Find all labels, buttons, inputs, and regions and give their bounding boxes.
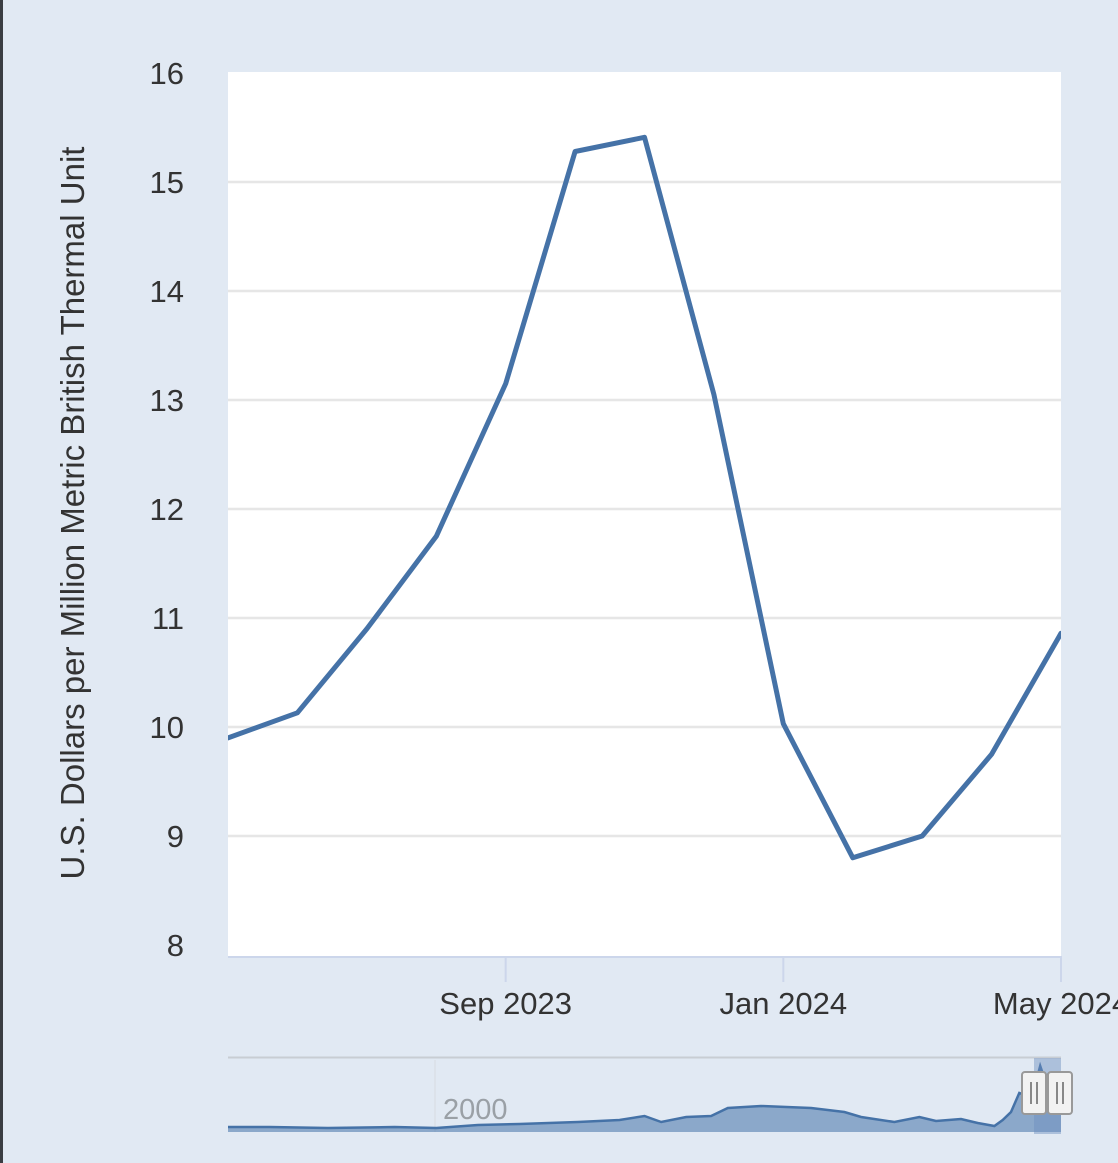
y-tick-label: 16	[150, 56, 184, 91]
y-tick-label: 12	[150, 492, 184, 527]
y-tick-label: 15	[150, 165, 184, 200]
y-axis: 8 9 10 11 12 13 14 15 16	[150, 56, 184, 963]
x-tick-label: Jan 2024	[720, 986, 848, 1021]
handle-grip-icon[interactable]	[1047, 1071, 1073, 1115]
range-navigator[interactable]: 2000	[228, 1056, 1073, 1134]
y-tick-label: 11	[152, 601, 184, 636]
y-axis-title: U.S. Dollars per Million Metric British …	[54, 147, 91, 880]
series-points	[228, 137, 1061, 858]
plot-area	[228, 72, 1061, 956]
navigator-year-label: 2000	[443, 1094, 508, 1126]
y-tick-label: 8	[167, 928, 184, 963]
navigator-left-handle[interactable]	[1021, 1071, 1047, 1115]
y-tick-label: 13	[150, 383, 184, 418]
y-tick-label: 10	[150, 710, 184, 745]
x-tick-label: Sep 2023	[439, 986, 572, 1021]
navigator-right-handle[interactable]	[1047, 1071, 1073, 1115]
x-tick-label: May 2024	[993, 986, 1118, 1021]
y-tick-label: 9	[167, 819, 184, 854]
window-left-edge	[0, 0, 3, 1163]
x-axis: Sep 2023 Jan 2024 May 2024	[228, 956, 1118, 1021]
y-tick-label: 14	[150, 274, 184, 309]
handle-grip-icon[interactable]	[1021, 1071, 1047, 1115]
